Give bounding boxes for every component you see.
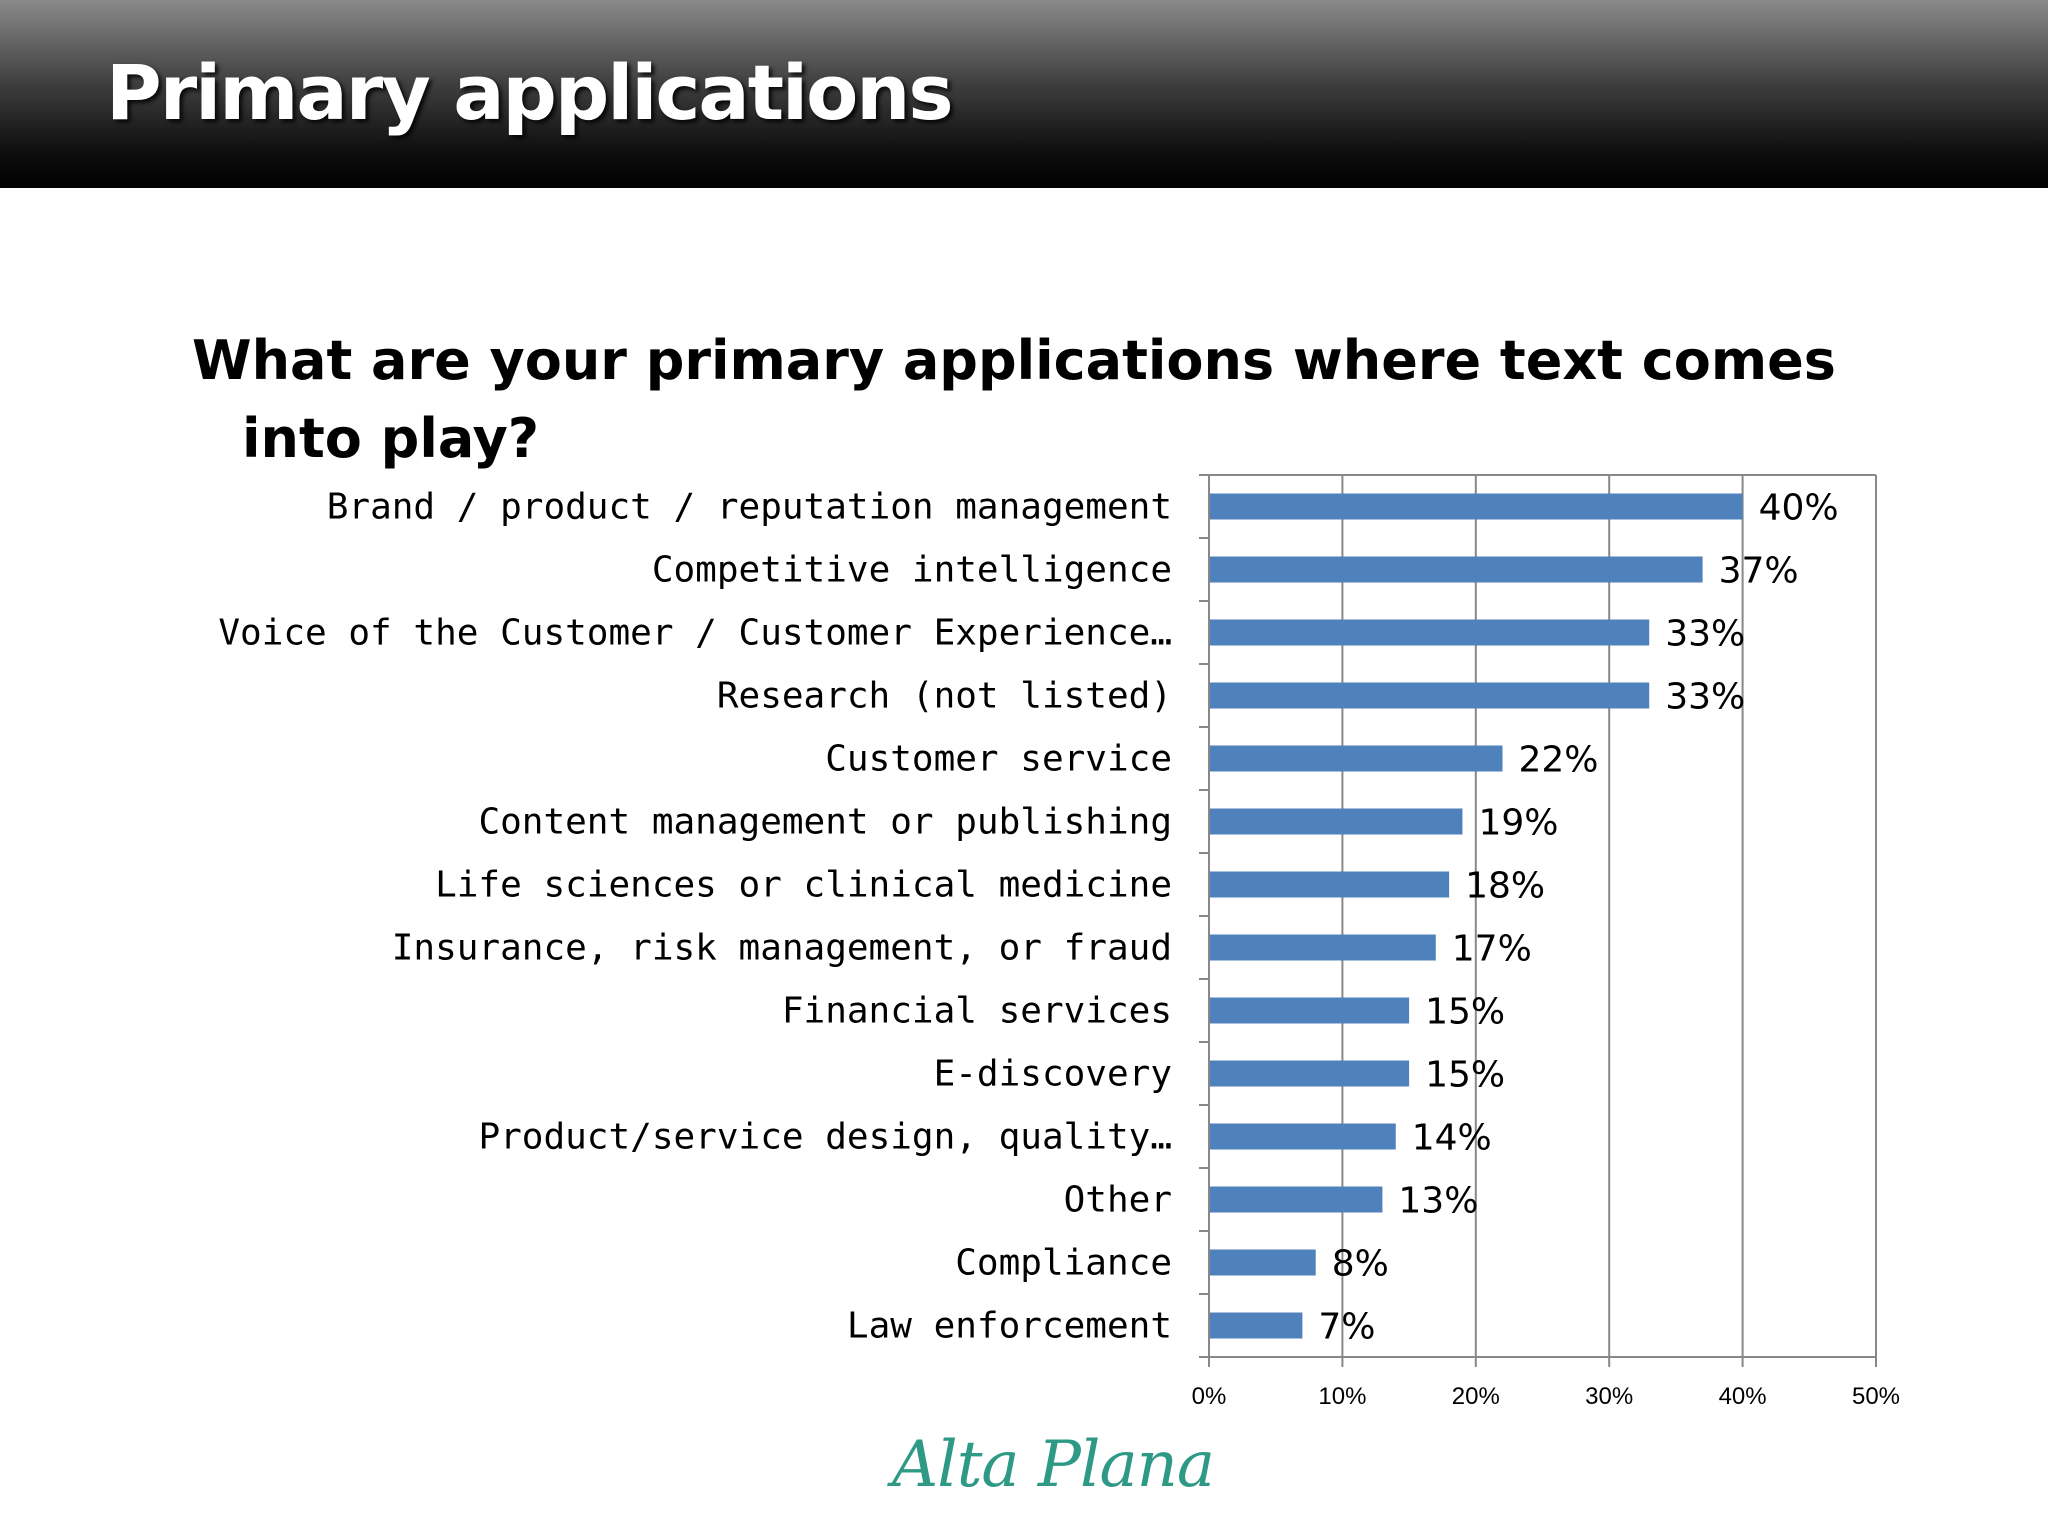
bar — [1210, 619, 1650, 646]
bar — [1210, 871, 1450, 898]
alta-plana-logo: Alta Plana — [892, 1428, 1215, 1502]
bar — [1210, 682, 1650, 709]
data-label: 18% — [1465, 866, 1545, 907]
slide-title: Primary applications — [106, 48, 954, 137]
category-label: Other — [1064, 1180, 1172, 1221]
bar — [1210, 1060, 1410, 1087]
x-tick-label: 30% — [1585, 1383, 1633, 1410]
category-label: Customer service — [825, 739, 1172, 780]
data-label: 22% — [1518, 740, 1598, 781]
bar — [1210, 556, 1703, 583]
category-label: Content management or publishing — [478, 802, 1172, 843]
bar — [1210, 1186, 1383, 1213]
bar — [1210, 997, 1410, 1024]
category-label: Brand / product / reputation management — [327, 487, 1172, 528]
category-label: Competitive intelligence — [652, 550, 1172, 591]
category-label: Voice of the Customer / Customer Experie… — [218, 613, 1172, 654]
x-tick-label: 10% — [1318, 1383, 1366, 1410]
category-label: Research (not listed) — [717, 676, 1172, 717]
data-label: 40% — [1759, 488, 1839, 529]
bar — [1210, 1312, 1303, 1339]
category-label: Financial services — [782, 991, 1172, 1032]
category-label: E-discovery — [934, 1054, 1172, 1095]
data-label: 19% — [1478, 803, 1558, 844]
grid-layer — [1199, 474, 1877, 1367]
bar — [1210, 1249, 1316, 1276]
data-label: 33% — [1665, 677, 1745, 718]
bar — [1210, 493, 1743, 520]
bar — [1210, 745, 1503, 772]
x-tick-label: 20% — [1452, 1383, 1500, 1410]
bar — [1210, 808, 1463, 835]
x-tick-label: 0% — [1192, 1383, 1227, 1410]
category-label: Law enforcement — [847, 1306, 1172, 1347]
category-label: Product/service design, quality… — [478, 1117, 1172, 1158]
header-bar: Primary applications — [0, 0, 2048, 188]
data-label: 7% — [1318, 1307, 1375, 1348]
data-label: 37% — [1719, 551, 1799, 592]
data-label: 17% — [1452, 929, 1532, 970]
x-tick-label: 50% — [1852, 1383, 1900, 1410]
label-layer: 0% 10% 20% 30% 40% 50% Brand / product / reput… — [218, 487, 1900, 1411]
category-label: Compliance — [955, 1243, 1172, 1284]
data-label: 14% — [1412, 1118, 1492, 1159]
data-label: 13% — [1398, 1181, 1478, 1222]
x-tick-label: 40% — [1719, 1383, 1767, 1410]
question-text: What are your primary applications where… — [192, 329, 1836, 470]
data-label: 15% — [1425, 1055, 1505, 1096]
bar — [1210, 1123, 1396, 1150]
data-label: 8% — [1332, 1244, 1389, 1285]
category-label: Life sciences or clinical medicine — [435, 865, 1172, 906]
data-label: 33% — [1665, 614, 1745, 655]
bar-layer — [1210, 493, 1743, 1339]
data-label: 15% — [1425, 992, 1505, 1033]
bar — [1210, 934, 1436, 961]
category-label: Insurance, risk management, or fraud — [392, 928, 1172, 969]
